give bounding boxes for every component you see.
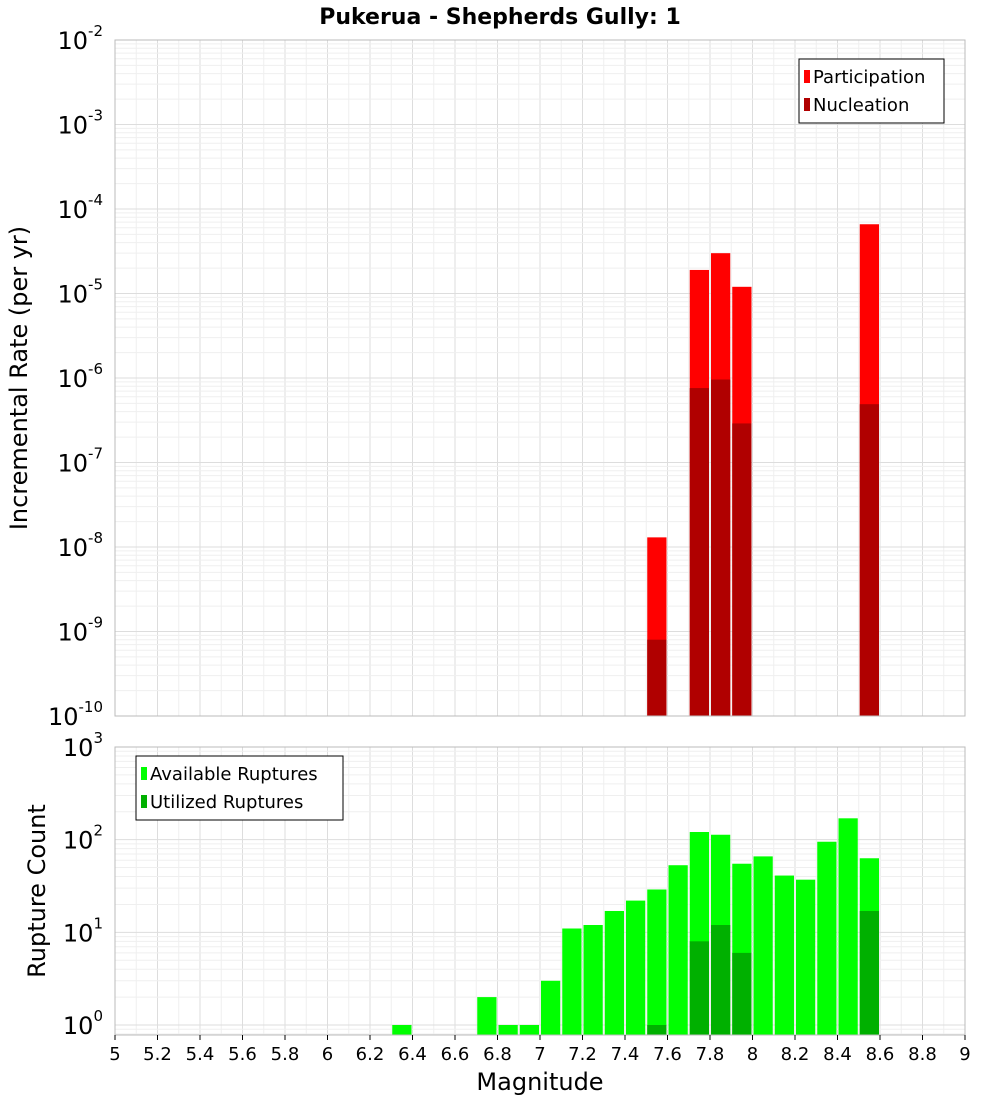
bar-nucleation <box>732 423 752 716</box>
bar-available-ruptures <box>477 997 497 1035</box>
bar-utilized-ruptures <box>859 910 879 1035</box>
bar-available-ruptures <box>817 841 837 1035</box>
y-tick-label: 100 <box>63 1007 103 1040</box>
legend-label: Utilized Ruptures <box>150 792 303 813</box>
legend-label: Available Ruptures <box>150 764 318 785</box>
bar-available-ruptures <box>796 879 816 1035</box>
bar-available-ruptures <box>626 900 646 1035</box>
x-tick-label: 6.4 <box>398 1044 427 1065</box>
y-tick-label: 10-5 <box>57 276 103 309</box>
x-tick-label: 7.6 <box>653 1044 682 1065</box>
bar-available-ruptures <box>392 1025 412 1035</box>
x-tick-label: 7.8 <box>696 1044 725 1065</box>
bar-available-ruptures <box>583 924 603 1035</box>
bar-available-ruptures <box>541 980 561 1035</box>
x-tick-label: 5 <box>109 1044 120 1065</box>
x-tick-label: 9 <box>959 1044 970 1065</box>
y-tick-label: 10-10 <box>48 698 103 731</box>
bar-available-ruptures <box>519 1025 539 1035</box>
y-tick-label: 102 <box>63 822 103 855</box>
legend-swatch <box>804 70 810 83</box>
x-tick-label: 6.8 <box>483 1044 512 1065</box>
x-axis-label: Magnitude <box>476 1068 603 1096</box>
y-tick-label: 10-7 <box>57 445 103 478</box>
bar-utilized-ruptures <box>711 924 731 1035</box>
bottom-panel-bars <box>392 818 879 1035</box>
bottom-panel-y-ticks: 100 101 102 103 <box>63 729 103 1040</box>
x-tick-label: 8.6 <box>866 1044 895 1065</box>
x-tick-label: 5.2 <box>143 1044 172 1065</box>
x-tick-label: 7 <box>534 1044 545 1065</box>
legend-swatch <box>804 98 810 111</box>
x-tick-label: 5.6 <box>228 1044 257 1065</box>
bar-available-ruptures <box>604 910 624 1035</box>
bar-available-ruptures <box>774 875 794 1035</box>
top-panel-frame <box>114 39 966 717</box>
x-tick-label: 8 <box>747 1044 758 1065</box>
y-tick-label: 10-6 <box>57 360 103 393</box>
y-tick-label: 10-9 <box>57 614 103 647</box>
x-tick-label: 6 <box>322 1044 333 1065</box>
top-panel-grid <box>114 39 966 717</box>
bar-available-ruptures <box>647 889 667 1035</box>
x-tick-label: 5.4 <box>186 1044 215 1065</box>
bar-utilized-ruptures <box>647 1025 667 1035</box>
bar-nucleation <box>647 639 667 716</box>
y-tick-label: 10-3 <box>57 107 103 140</box>
bottom-y-axis-label: Rupture Count <box>23 804 51 978</box>
bar-nucleation <box>859 404 879 716</box>
legend-box <box>135 755 344 821</box>
bar-available-ruptures <box>753 856 773 1035</box>
bottom-legend: Available Ruptures Utilized Ruptures <box>135 755 344 821</box>
bar-nucleation <box>711 379 731 716</box>
bar-available-ruptures <box>498 1025 518 1035</box>
x-tick-label: 5.8 <box>271 1044 300 1065</box>
x-tick-label: 7.2 <box>568 1044 597 1065</box>
bar-nucleation <box>689 388 709 716</box>
y-tick-label: 103 <box>63 729 103 762</box>
legend-swatch <box>141 767 147 780</box>
x-tick-label: 8.2 <box>781 1044 810 1065</box>
y-tick-label: 10-2 <box>57 22 103 55</box>
x-tick-label: 6.2 <box>356 1044 385 1065</box>
y-tick-label: 10-4 <box>57 191 103 224</box>
top-panel-bars <box>647 224 879 716</box>
legend-swatch <box>141 795 147 808</box>
bar-utilized-ruptures <box>689 941 709 1035</box>
x-tick-label: 8.4 <box>823 1044 852 1065</box>
top-legend: Participation Nucleation <box>798 58 945 124</box>
legend-box <box>798 58 945 124</box>
bar-available-ruptures <box>562 928 582 1035</box>
x-tick-label: 6.6 <box>441 1044 470 1065</box>
y-tick-label: 10-8 <box>57 529 103 562</box>
bar-utilized-ruptures <box>732 952 752 1035</box>
legend-label: Participation <box>813 67 925 88</box>
x-axis-ticks: 5 5.2 5.4 5.6 5.8 6 6.2 6.4 6.6 6.8 7 7.2 7.4 7.6 7.8 8… <box>109 1035 971 1065</box>
bar-available-ruptures <box>668 865 688 1035</box>
y-tick-label: 101 <box>63 914 103 947</box>
x-tick-label: 7.4 <box>611 1044 640 1065</box>
bar-available-ruptures <box>838 818 858 1035</box>
legend-label: Nucleation <box>813 95 909 116</box>
top-y-axis-label: Incremental Rate (per yr) <box>5 226 33 530</box>
top-panel-y-ticks: 10-10 10-9 10-8 10-7 10-6 10-5 10-4 10-3 10-2 <box>48 22 103 731</box>
chart-title: Pukerua - Shepherds Gully: 1 <box>319 5 681 30</box>
x-tick-label: 8.8 <box>908 1044 937 1065</box>
